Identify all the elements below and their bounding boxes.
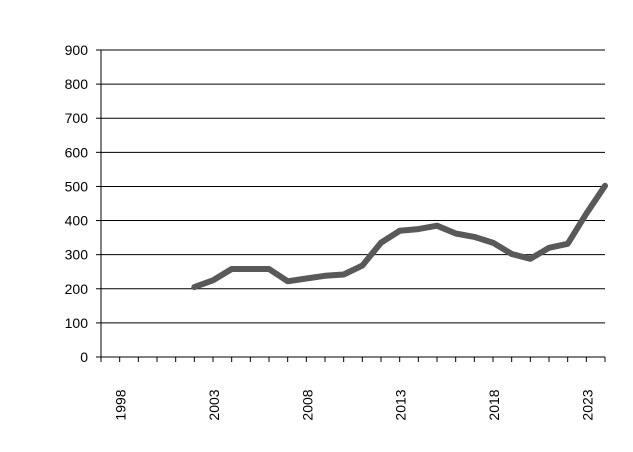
data-point-2020 — [529, 258, 531, 260]
x-tick-label-2018: 2018 — [486, 389, 502, 420]
y-tick-label-300: 300 — [65, 247, 89, 263]
y-tick-label-400: 400 — [65, 213, 89, 229]
data-point-2017 — [473, 236, 475, 238]
y-tick-labels: 0 100 200 300 400 500 600 700 800 900 — [65, 42, 89, 365]
x-tick-labels: 1998 2003 2008 2013 2018 2023 — [113, 389, 596, 420]
y-tick-label-200: 200 — [65, 281, 89, 297]
data-point-2018 — [492, 242, 494, 244]
gridlines — [96, 49, 605, 358]
data-point-2002 — [193, 286, 195, 288]
data-point-2008 — [305, 278, 307, 279]
data-point-2009 — [324, 275, 326, 277]
axes — [100, 50, 605, 358]
data-point-2021 — [548, 247, 550, 249]
data-point-2016 — [455, 233, 457, 234]
data-point-2012 — [380, 242, 382, 244]
x-tick-label-2003: 2003 — [206, 389, 222, 420]
data-point-2003 — [212, 279, 214, 281]
x-axis-ticks — [100, 357, 606, 362]
x-tick-label-2013: 2013 — [393, 389, 409, 420]
y-tick-label-0: 0 — [80, 349, 88, 365]
data-point-2023 — [585, 213, 587, 215]
data-point-2014 — [417, 228, 419, 230]
y-tick-label-900: 900 — [65, 42, 89, 58]
x-tick-label-2008: 2008 — [299, 389, 315, 420]
series-line-0 — [191, 182, 608, 291]
data-point-2022 — [567, 243, 569, 245]
x-tick-label-1998: 1998 — [113, 389, 129, 420]
y-tick-label-500: 500 — [65, 178, 89, 194]
y-tick-label-800: 800 — [65, 76, 89, 92]
data-point-2024 — [604, 185, 606, 187]
data-point-2010 — [343, 274, 345, 275]
y-tick-label-100: 100 — [65, 315, 89, 331]
y-tick-label-600: 600 — [65, 144, 89, 160]
series-layer — [191, 182, 608, 291]
data-point-2019 — [511, 253, 513, 255]
data-point-2011 — [361, 265, 363, 267]
data-point-2013 — [399, 230, 401, 232]
x-tick-label-2023: 2023 — [579, 389, 595, 420]
data-point-2004 — [231, 268, 233, 270]
data-point-2015 — [436, 225, 438, 227]
data-point-2005 — [249, 268, 251, 270]
y-tick-label-700: 700 — [65, 110, 89, 126]
data-point-2006 — [268, 268, 270, 270]
data-point-2007 — [287, 280, 289, 282]
